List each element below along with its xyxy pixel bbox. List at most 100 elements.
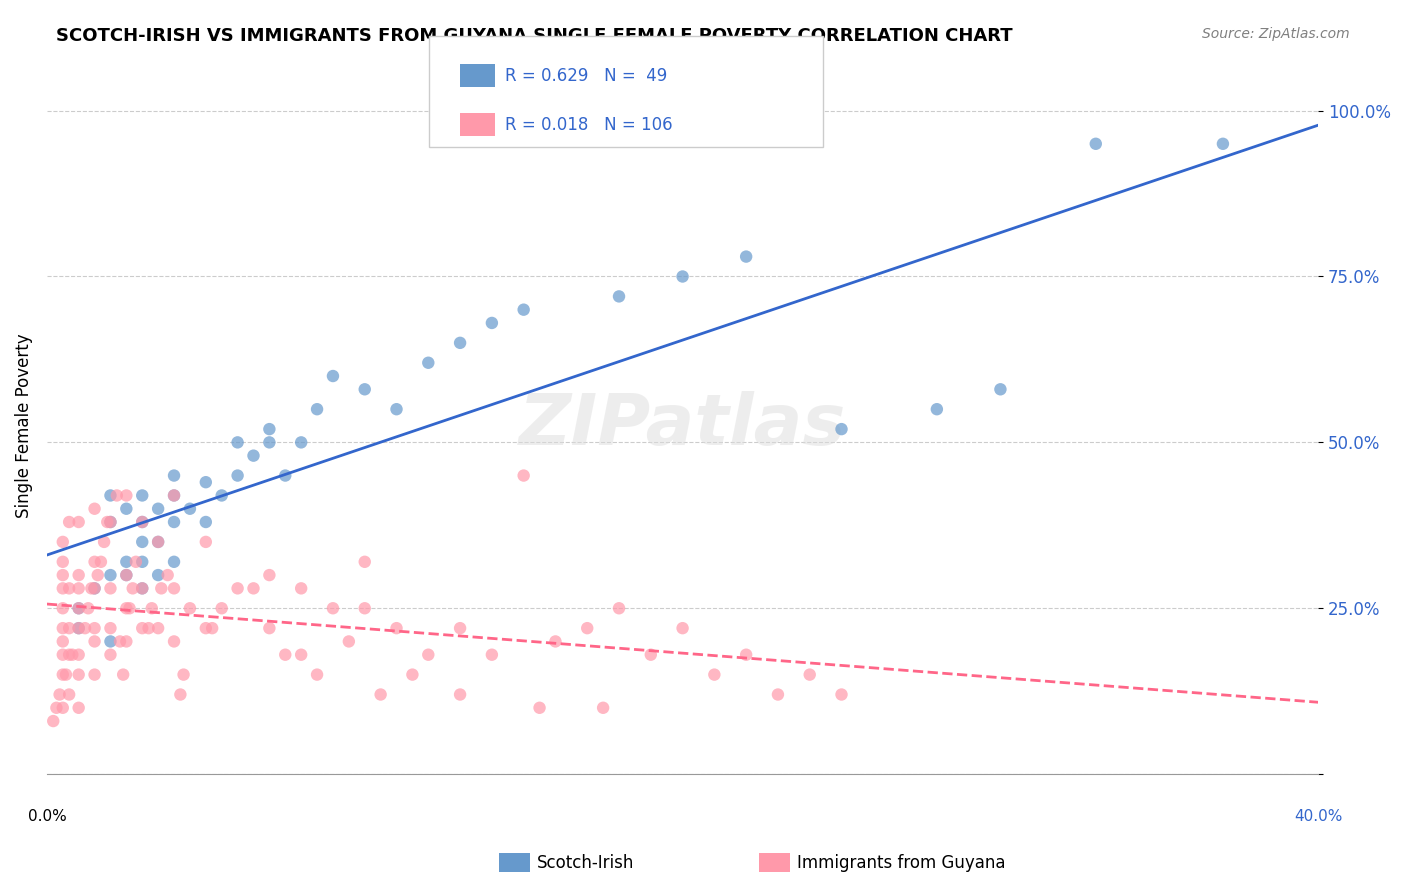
Point [115, 501, 138, 516]
Point [100, 582, 122, 596]
Point [83, 582, 105, 596]
Point [163, 634, 186, 648]
Point [1212, 136, 1234, 151]
Point [766, 688, 789, 702]
Point [141, 601, 163, 615]
Text: R = 0.018   N = 106: R = 0.018 N = 106 [505, 116, 672, 134]
Point [80, 582, 103, 596]
Point [45, 700, 67, 714]
Point [67, 648, 90, 662]
Point [353, 382, 375, 396]
Point [87, 568, 110, 582]
Point [226, 468, 249, 483]
Point [131, 515, 153, 529]
Point [83, 555, 105, 569]
Point [52, 648, 75, 662]
Point [67, 621, 90, 635]
Point [93, 535, 115, 549]
Point [67, 582, 90, 596]
Point [703, 667, 725, 681]
Point [337, 634, 360, 648]
Point [58, 621, 80, 635]
Point [52, 667, 75, 681]
Point [58, 515, 80, 529]
Point [385, 621, 408, 635]
Point [307, 667, 329, 681]
Point [131, 555, 153, 569]
Point [194, 515, 217, 529]
Point [385, 402, 408, 417]
Point [274, 648, 297, 662]
Point [67, 601, 90, 615]
Point [100, 621, 122, 635]
Text: R = 0.629   N =  49: R = 0.629 N = 49 [505, 67, 666, 85]
Point [118, 601, 141, 615]
Point [179, 601, 201, 615]
Point [138, 621, 160, 635]
Point [146, 501, 169, 516]
Point [131, 488, 153, 502]
Point [115, 488, 138, 502]
Point [131, 582, 153, 596]
Point [163, 515, 186, 529]
Point [226, 582, 249, 596]
Point [194, 621, 217, 635]
Point [449, 335, 471, 350]
Point [307, 402, 329, 417]
Point [607, 601, 630, 615]
Point [290, 648, 312, 662]
Point [52, 700, 75, 714]
Text: SCOTCH-IRISH VS IMMIGRANTS FROM GUYANA SINGLE FEMALE POVERTY CORRELATION CHART: SCOTCH-IRISH VS IMMIGRANTS FROM GUYANA S… [56, 27, 1012, 45]
Point [115, 568, 138, 582]
Point [226, 435, 249, 450]
Point [121, 582, 143, 596]
Point [322, 601, 344, 615]
Point [83, 667, 105, 681]
Point [146, 568, 169, 582]
Point [100, 515, 122, 529]
Text: ZIPatlas: ZIPatlas [519, 392, 846, 460]
Point [83, 501, 105, 516]
Point [401, 667, 423, 681]
Point [481, 316, 503, 330]
Point [67, 515, 90, 529]
Point [131, 582, 153, 596]
Point [259, 621, 281, 635]
Point [67, 700, 90, 714]
Point [163, 488, 186, 502]
Point [77, 601, 100, 615]
Point [115, 634, 138, 648]
Point [607, 289, 630, 303]
Point [150, 582, 173, 596]
Point [52, 568, 75, 582]
Point [83, 582, 105, 596]
Point [201, 621, 224, 635]
Point [146, 621, 169, 635]
Y-axis label: Single Female Poverty: Single Female Poverty [15, 334, 32, 518]
Point [100, 488, 122, 502]
Point [108, 634, 131, 648]
Point [163, 582, 186, 596]
Text: 0.0%: 0.0% [28, 809, 66, 824]
Point [735, 250, 758, 264]
Point [100, 634, 122, 648]
Point [48, 688, 70, 702]
Point [52, 621, 75, 635]
Point [353, 601, 375, 615]
Point [418, 648, 440, 662]
Point [449, 621, 471, 635]
Point [353, 555, 375, 569]
Point [100, 648, 122, 662]
Point [259, 435, 281, 450]
Point [290, 435, 312, 450]
Point [512, 302, 534, 317]
Point [640, 648, 662, 662]
Point [100, 568, 122, 582]
Text: Immigrants from Guyana: Immigrants from Guyana [797, 855, 1005, 872]
Point [115, 555, 138, 569]
Point [115, 601, 138, 615]
Point [831, 422, 853, 436]
Point [259, 422, 281, 436]
Point [83, 634, 105, 648]
Point [211, 601, 233, 615]
